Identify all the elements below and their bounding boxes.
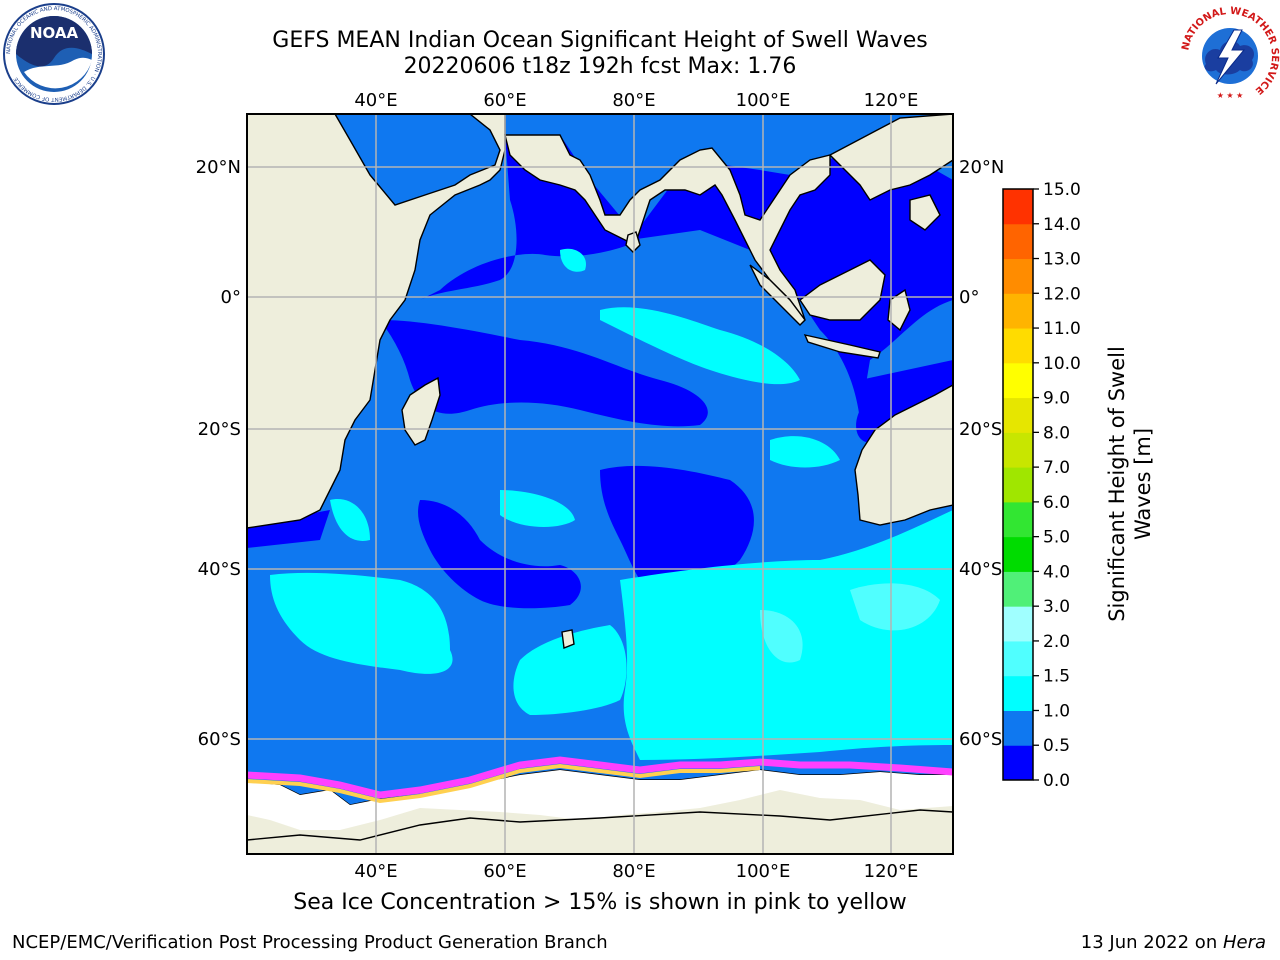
lat-label-left: 0°: [221, 287, 241, 308]
lon-label-top: 60°E: [483, 90, 526, 111]
colorbar-swatch: [1003, 536, 1033, 572]
sea-ice: [247, 770, 953, 830]
sea-ice-edge-yellow: [247, 763, 761, 804]
colorbar-swatch: [1003, 432, 1033, 468]
lat-label-left: 40°S: [198, 559, 241, 580]
lat-label-right: 40°S: [959, 559, 1002, 580]
lon-labels-bottom: 40°E 60°E 80°E 100°E 120°E: [354, 861, 918, 882]
colorbar-tick-label: 13.0: [1043, 250, 1081, 270]
colorbar-swatches: [1003, 189, 1033, 781]
map-subtitle: 20220606 t18z 192h fcst Max: 1.76: [403, 54, 797, 79]
colorbar-tick-label: 9.0: [1043, 389, 1070, 409]
date-stamp: 13 Jun 2022 on Hera: [1081, 932, 1266, 953]
machine-name: Hera: [1222, 932, 1266, 953]
producer-credit: NCEP/EMC/Verification Post Processing Pr…: [12, 932, 608, 953]
lon-label-bottom: 100°E: [736, 861, 791, 882]
colorbar-tick-label: 2.0: [1043, 632, 1070, 652]
colorbar-swatch: [1003, 675, 1033, 711]
nws-logo: NATIONAL WEATHER SERVICE ★ ★ ★: [1180, 6, 1280, 100]
colorbar-swatch: [1003, 189, 1033, 225]
colorbar-swatch: [1003, 223, 1033, 260]
lat-label-right: 20°N: [959, 157, 1004, 178]
lon-label-bottom: 40°E: [354, 861, 397, 882]
colorbar-tick-label: 6.0: [1043, 493, 1070, 513]
colorbar-swatch: [1003, 328, 1033, 364]
colorbar-swatch: [1003, 710, 1033, 746]
lat-labels-right: 20°N 0° 20°S 40°S 60°S: [959, 157, 1004, 750]
lon-label-bottom: 120°E: [864, 861, 919, 882]
lat-label-left: 60°S: [198, 729, 241, 750]
colorbar-tick-label: 3.0: [1043, 597, 1070, 617]
colorbar-tick-label: 14.0: [1043, 215, 1081, 235]
colorbar-swatch: [1003, 571, 1033, 607]
colorbar-swatch: [1003, 467, 1033, 503]
colorbar-swatch: [1003, 397, 1033, 433]
lat-label-right: 20°S: [959, 419, 1002, 440]
higher-swell-patches: [760, 583, 940, 663]
colorbar-tick-label: 15.0: [1043, 180, 1081, 200]
colorbar-tick-label: 4.0: [1043, 562, 1070, 582]
lon-label-top: 120°E: [864, 90, 919, 111]
lon-label-top: 40°E: [354, 90, 397, 111]
lon-label-bottom: 60°E: [483, 861, 526, 882]
colorbar-swatch: [1003, 258, 1033, 294]
colorbar-tick-label: 0.5: [1043, 736, 1070, 756]
colorbar-tick-label: 1.0: [1043, 701, 1070, 721]
sea-ice-caption: Sea Ice Concentration > 15% is shown in …: [293, 890, 907, 915]
noaa-logo: NOAA NATIONAL OCEANIC AND ATMOSPHERIC AD…: [3, 3, 105, 105]
svg-text:★ ★ ★: ★ ★ ★: [1217, 91, 1244, 100]
colorbar-tick-label: 11.0: [1043, 319, 1081, 339]
noaa-logo-text: NOAA: [30, 24, 79, 42]
lon-label-top: 100°E: [736, 90, 791, 111]
colorbar-swatch: [1003, 293, 1033, 329]
colorbar-label-line1: Significant Height of Swell: [1105, 346, 1129, 622]
map-area: [247, 114, 953, 854]
colorbar-swatch: [1003, 501, 1033, 538]
colorbar-tick-label: 8.0: [1043, 423, 1070, 443]
lat-labels-left: 20°N 0° 20°S 40°S 60°S: [196, 157, 241, 750]
lat-label-left: 20°S: [198, 419, 241, 440]
colorbar-swatch: [1003, 745, 1033, 781]
colorbar-swatch: [1003, 640, 1033, 677]
colorbar-tick-label: 5.0: [1043, 528, 1070, 548]
colorbar-tick-label: 12.0: [1043, 284, 1081, 304]
colorbar-ticks: 0.0 0.5 1.0 1.5 2.0 3.0 4.0 5.0 6.0 7.0 8.0 9.0 10.0…: [1033, 180, 1081, 791]
colorbar-label-line2: Waves [m]: [1131, 428, 1155, 540]
gridlines: [247, 114, 953, 854]
lon-label-top: 80°E: [612, 90, 655, 111]
sea-ice-edge-pink: [247, 756, 953, 799]
date-text: 13 Jun 2022 on: [1080, 932, 1223, 953]
map-frame: [246, 113, 954, 855]
colorbar-tick-label: 0.0: [1043, 771, 1070, 791]
colorbar-swatch: [1003, 606, 1033, 642]
lat-label-left: 20°N: [196, 157, 241, 178]
lat-label-right: 60°S: [959, 729, 1002, 750]
lat-label-right: 0°: [959, 287, 979, 308]
colorbar-tick-label: 7.0: [1043, 458, 1070, 478]
lon-labels-top: 40°E 60°E 80°E 100°E 120°E: [354, 90, 918, 111]
lon-label-bottom: 80°E: [612, 861, 655, 882]
antarctica-coast: [247, 809, 953, 854]
colorbar-tick-label: 10.0: [1043, 354, 1081, 374]
colorbar-swatch: [1003, 362, 1033, 399]
colorbar-tick-label: 1.5: [1043, 667, 1070, 687]
map-title: GEFS MEAN Indian Ocean Significant Heigh…: [272, 28, 928, 53]
colorbar: 0.0 0.5 1.0 1.5 2.0 3.0 4.0 5.0 6.0 7.0 8.0 9.0 10.0…: [1002, 180, 1155, 791]
colorbar-frame: [1002, 188, 1034, 781]
